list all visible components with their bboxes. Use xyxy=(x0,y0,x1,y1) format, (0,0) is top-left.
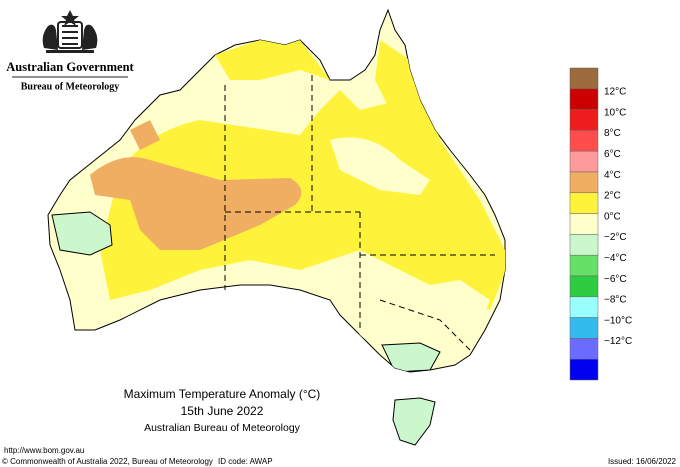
gov-name: Australian Government xyxy=(6,60,134,74)
legend-label: −8°C xyxy=(604,295,627,306)
legend-swatch xyxy=(569,150,599,173)
legend-label: −6°C xyxy=(604,274,627,285)
id-code: ID code: AWAP xyxy=(218,457,273,466)
url: http://www.bom.gov.au xyxy=(4,446,84,455)
legend-swatch xyxy=(569,67,599,90)
legend: 12°C 10°C 8°C 6°C 4°C 2°C 0°C −2°C −4°C −6°C −8°C −… xyxy=(569,67,632,381)
legend-label: 12°C xyxy=(604,87,626,98)
legend-swatch xyxy=(569,338,599,360)
copyright: © Commonwealth of Australia 2022, Bureau… xyxy=(2,457,213,466)
australia-map xyxy=(47,8,506,446)
legend-swatch xyxy=(569,296,599,318)
legend-swatch xyxy=(569,275,599,298)
legend-label: −4°C xyxy=(604,253,627,264)
legend-swatch xyxy=(569,234,599,256)
legend-label: 6°C xyxy=(604,149,621,160)
legend-label: −12°C xyxy=(604,336,632,347)
legend-label: 2°C xyxy=(604,191,621,202)
legend-swatch xyxy=(569,109,599,131)
legend-swatch xyxy=(569,171,599,194)
legend-swatch xyxy=(569,317,599,339)
legend-label: 0°C xyxy=(604,211,621,222)
legend-swatch xyxy=(569,254,599,277)
legend-label: 4°C xyxy=(604,170,621,181)
legend-label: 10°C xyxy=(604,107,626,118)
map-date: 15th June 2022 xyxy=(181,404,264,418)
crest xyxy=(42,10,98,53)
legend-swatch xyxy=(569,213,599,235)
map-source: Australian Bureau of Meteorology xyxy=(144,422,301,434)
legend-label: 8°C xyxy=(604,128,621,139)
legend-swatch xyxy=(569,192,599,214)
legend-swatch xyxy=(569,358,599,381)
map-title: Maximum Temperature Anomaly (°C) xyxy=(124,387,321,401)
issued: Issued: 16/06/2022 xyxy=(608,457,677,466)
legend-label: −2°C xyxy=(604,232,627,243)
legend-swatch xyxy=(569,88,599,110)
bureau-name: Bureau of Meteorology xyxy=(21,81,120,92)
legend-label: −10°C xyxy=(604,315,632,326)
legend-swatch xyxy=(569,130,599,152)
